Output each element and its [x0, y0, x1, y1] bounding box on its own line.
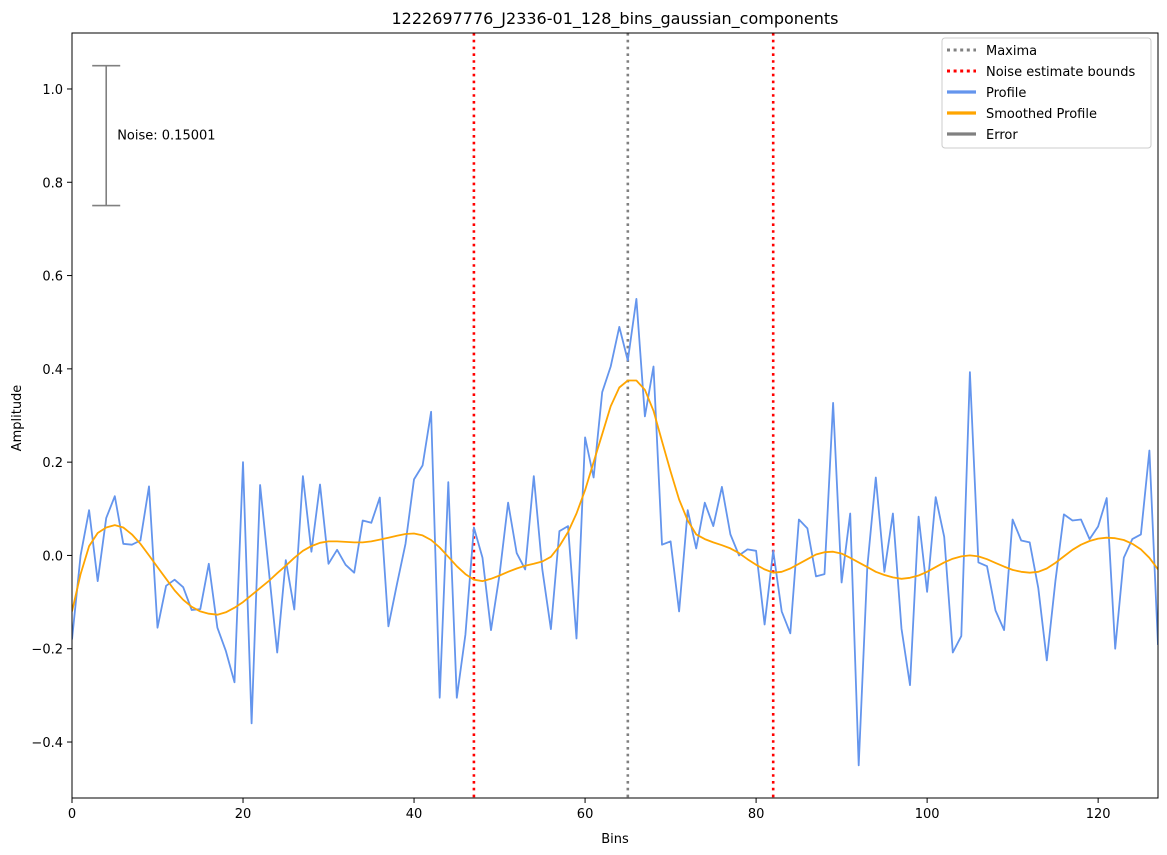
chart-title: 1222697776_J2336-01_128_bins_gaussian_co… [392, 9, 839, 29]
x-tick-label: 120 [1086, 807, 1111, 822]
legend-box [941, 37, 1152, 149]
x-tick-label: 20 [235, 807, 252, 822]
legend-label-0: Maxima [986, 44, 1037, 59]
noise-annotation: Noise: 0.15001 [117, 129, 215, 144]
plot-area: Noise: 0.15001 [72, 33, 1158, 798]
x-tick-label: 100 [915, 807, 940, 822]
legend-label-4: Error [986, 128, 1018, 143]
y-tick-label: 1.0 [42, 83, 63, 98]
legend-label-1: Noise estimate bounds [986, 65, 1135, 80]
y-tick-label: 0.8 [42, 176, 63, 191]
legend-label-3: Smoothed Profile [986, 107, 1097, 122]
y-tick-label: −0.2 [31, 643, 63, 658]
x-axis-label: Bins [601, 832, 629, 847]
y-tick-label: 0.2 [42, 456, 63, 471]
x-tick-label: 80 [748, 807, 765, 822]
x-tick-label: 0 [68, 807, 76, 822]
x-tick-label: 60 [577, 807, 594, 822]
axes: 0 20 40 60 80 100 120 −0.4 −0.2 0.0 0.2 0.4 0.6 0.8 1.… [31, 32, 1159, 822]
y-tick-label: 0.4 [42, 363, 63, 378]
axes-frame [71, 32, 1159, 799]
y-axis-label: Amplitude [10, 385, 25, 452]
profile-line [72, 297, 1158, 767]
y-tick-label: 0.0 [42, 549, 63, 564]
x-tick-label: 40 [406, 807, 423, 822]
y-tick-label: −0.4 [31, 736, 63, 751]
legend: Maxima Noise estimate bounds Profile Smooth… [941, 37, 1152, 149]
plot-inner [72, 33, 1158, 798]
smoothed-profile-line [72, 379, 1158, 616]
y-tick-label: 0.6 [42, 270, 63, 285]
legend-label-2: Profile [986, 86, 1026, 101]
